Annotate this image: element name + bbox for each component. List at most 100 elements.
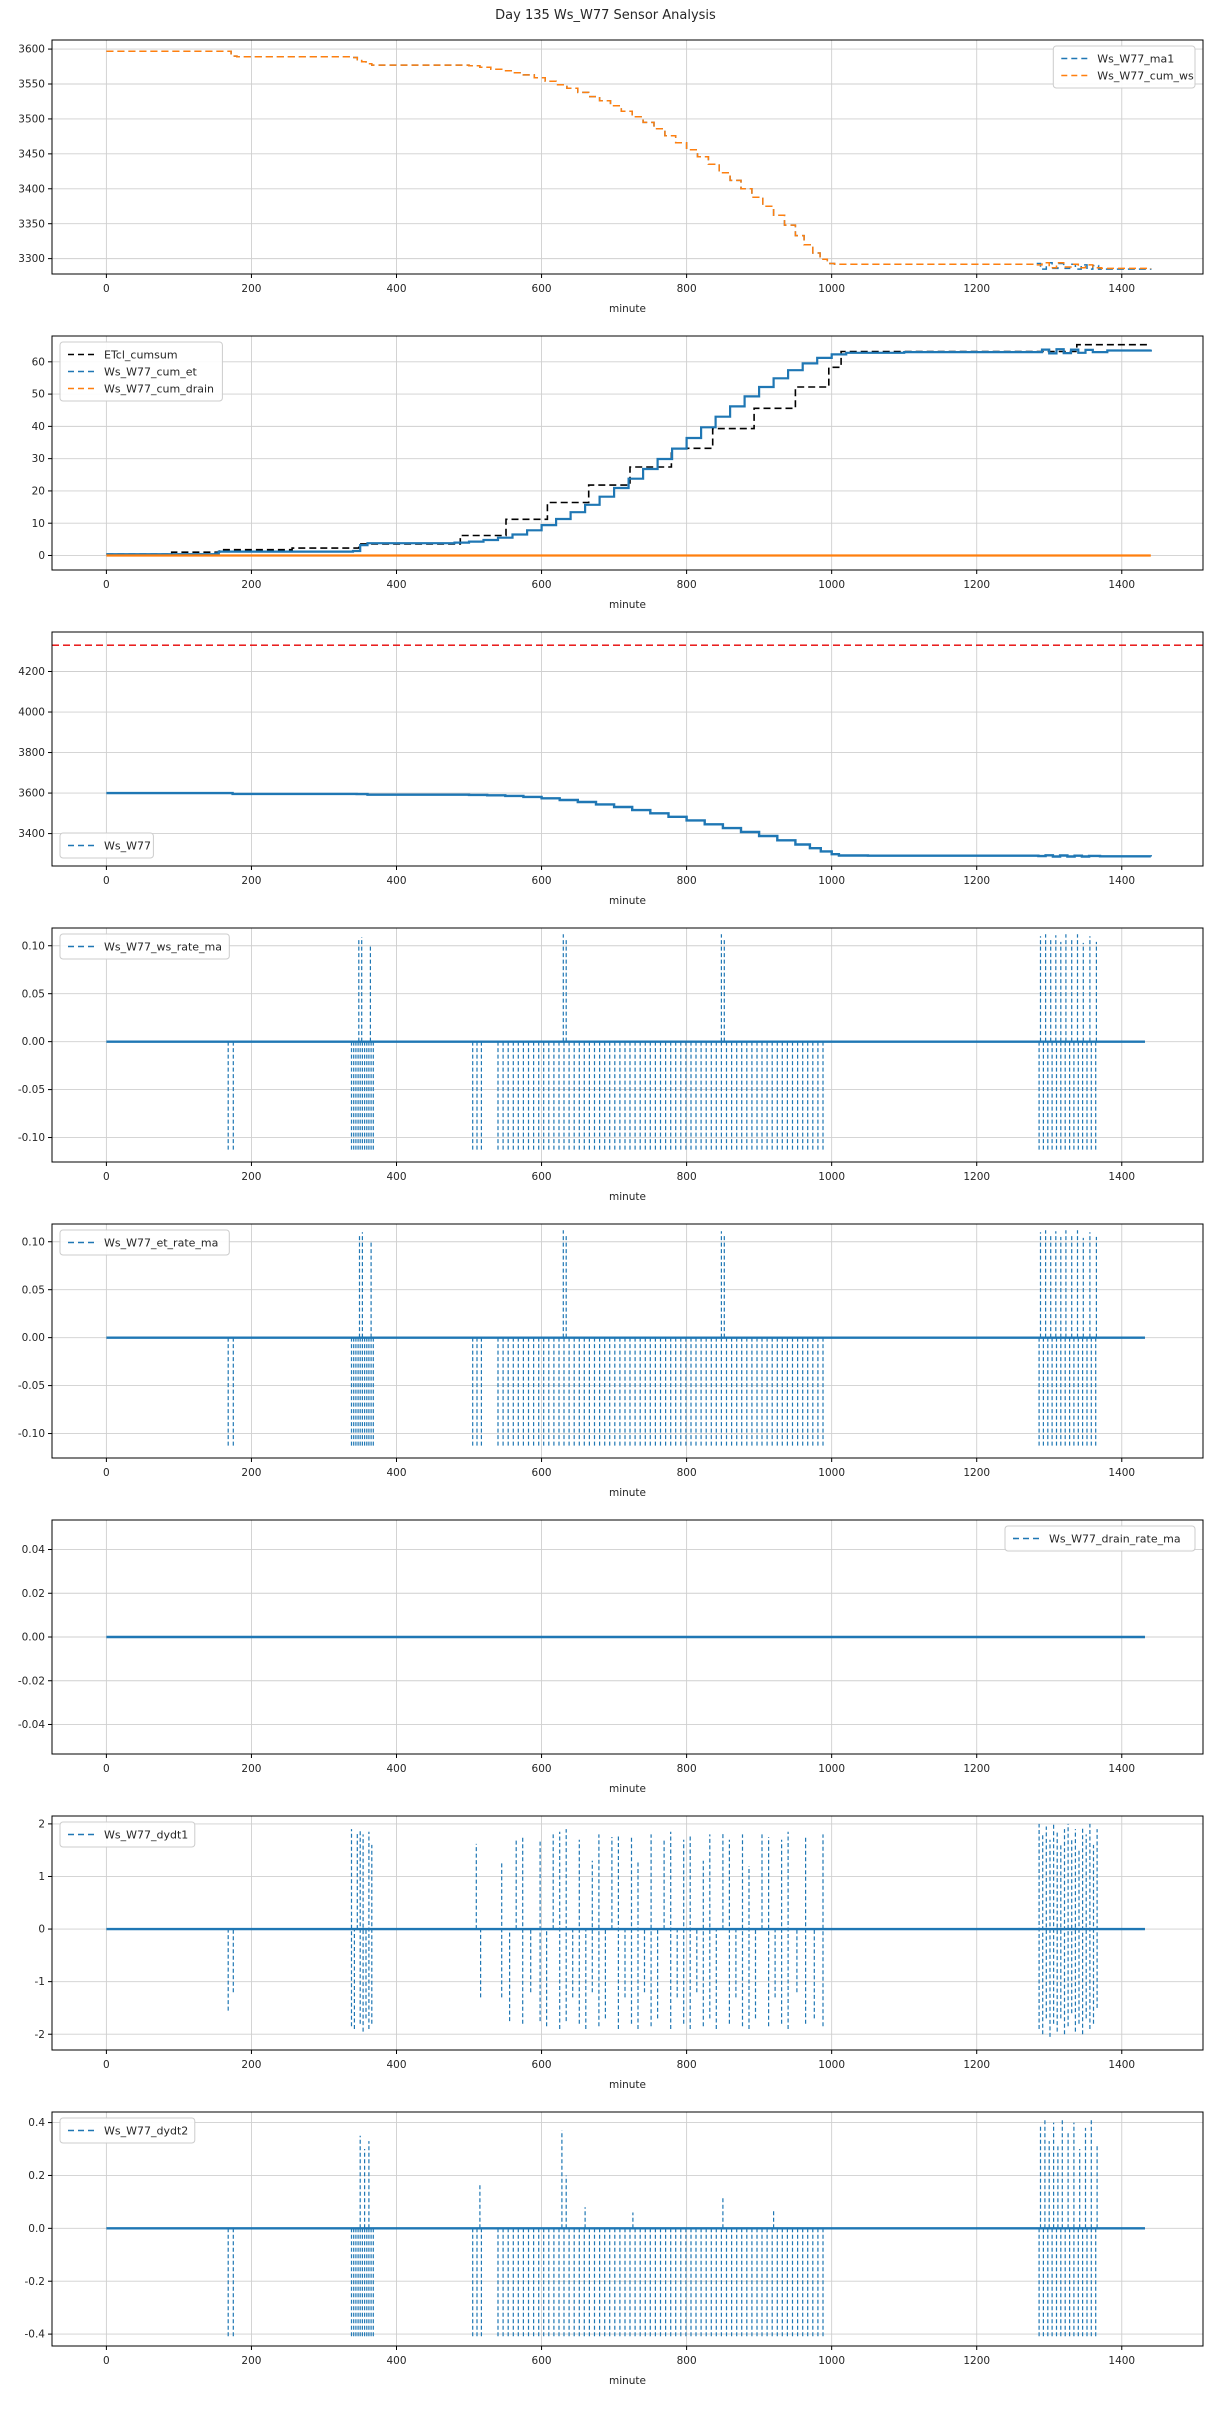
svg-text:600: 600 (532, 2059, 552, 2071)
svg-text:800: 800 (677, 283, 697, 295)
svg-text:600: 600 (532, 1763, 552, 1775)
svg-text:0.05: 0.05 (22, 1284, 45, 1296)
plot-area (51, 2111, 1204, 2347)
grid (52, 632, 1203, 866)
svg-text:1200: 1200 (963, 2059, 990, 2071)
x-axis: 0 200 400 600 800 1000 1200 1400 minute (103, 570, 1135, 611)
svg-text:0.05: 0.05 (22, 988, 45, 1000)
svg-text:1000: 1000 (818, 2059, 845, 2071)
svg-text:1200: 1200 (963, 579, 990, 591)
figure-title: Day 135 Ws_W77 Sensor Analysis (495, 8, 716, 23)
svg-text:-2: -2 (35, 2029, 45, 2041)
x-axis: 0 200 400 600 800 1000 1200 1400 minute (103, 274, 1135, 315)
svg-text:1200: 1200 (963, 1171, 990, 1183)
svg-text:1000: 1000 (818, 1467, 845, 1479)
subplot-cumulative-et-drain: 0 200 400 600 800 1000 1200 1400 minute 0 10 20 30 40… (0, 328, 1211, 624)
svg-text:0: 0 (103, 2059, 110, 2071)
svg-text:600: 600 (532, 2355, 552, 2367)
svg-text:0.10: 0.10 (22, 940, 45, 952)
grid (52, 1816, 1203, 2050)
x-axis-label: minute (609, 1191, 646, 1203)
legend: Ws_W77_dydt1 (59, 1821, 196, 1848)
svg-text:-0.10: -0.10 (18, 1132, 45, 1144)
svg-text:3400: 3400 (18, 828, 45, 840)
svg-text:200: 200 (241, 1171, 261, 1183)
legend: Ws_W77_ma1 Ws_W77_cum_ws (1052, 45, 1196, 89)
svg-text:-0.04: -0.04 (18, 1719, 45, 1731)
svg-text:1000: 1000 (818, 579, 845, 591)
x-axis: 0 200 400 600 800 1000 1200 1400 minute (103, 1754, 1135, 1795)
y-axis: 3400 3600 3800 4000 4200 (18, 666, 52, 840)
svg-text:Ws_W77_ma1: Ws_W77_ma1 (1097, 52, 1174, 65)
svg-text:Ws_W77: Ws_W77 (104, 839, 151, 852)
svg-text:400: 400 (386, 283, 406, 295)
x-axis: 0 200 400 600 800 1000 1200 1400 minute (103, 2050, 1135, 2091)
subplot-first-derivative-svg: 0 200 400 600 800 1000 1200 1400 minute -2 -1 0 1 2 Ws… (35, 1815, 1204, 2091)
svg-text:400: 400 (386, 1171, 406, 1183)
svg-text:20: 20 (32, 486, 45, 498)
grid (52, 1224, 1203, 1458)
legend: Ws_W77_ws_rate_ma (59, 933, 230, 960)
plot-area (51, 631, 1204, 867)
svg-text:Ws_W77_dydt2: Ws_W77_dydt2 (104, 2124, 188, 2137)
svg-text:1200: 1200 (963, 2355, 990, 2367)
svg-text:0: 0 (103, 579, 110, 591)
spike-series (227, 2119, 1098, 2337)
svg-text:600: 600 (532, 1467, 552, 1479)
legend: Ws_W77_drain_rate_ma (1004, 1525, 1196, 1552)
x-axis: 0 200 400 600 800 1000 1200 1400 minute (103, 1458, 1135, 1499)
y-axis: -0.04 -0.02 0.00 0.02 0.04 (18, 1544, 52, 1731)
x-axis: 0 200 400 600 800 1000 1200 1400 minute (103, 866, 1135, 907)
series-Ws_W77_cum_et (106, 348, 1152, 556)
svg-text:1400: 1400 (1108, 2059, 1135, 2071)
grid (52, 336, 1203, 570)
svg-text:200: 200 (241, 875, 261, 887)
plot-area (51, 1223, 1204, 1459)
x-axis: 0 200 400 600 800 1000 1200 1400 minute (103, 1162, 1135, 1203)
series-Ws_W77_cum_ws (106, 50, 1152, 270)
plot-area (51, 927, 1204, 1163)
svg-text:0.04: 0.04 (22, 1544, 46, 1556)
svg-text:3800: 3800 (18, 747, 45, 759)
svg-text:600: 600 (532, 875, 552, 887)
svg-text:400: 400 (386, 579, 406, 591)
svg-text:ETcl_cumsum: ETcl_cumsum (104, 348, 178, 361)
subplot-second-derivative: 0 200 400 600 800 1000 1200 1400 minute -0.4 -0.2 0… (0, 2104, 1211, 2400)
svg-text:40: 40 (32, 421, 45, 433)
svg-text:0.2: 0.2 (28, 2170, 45, 2182)
subplot-evapotranspiration-rate: 0 200 400 600 800 1000 1200 1400 minute -0.10 -0.0… (0, 1216, 1211, 1512)
svg-text:0.00: 0.00 (22, 1332, 45, 1344)
svg-text:60: 60 (32, 356, 45, 368)
svg-text:600: 600 (532, 283, 552, 295)
svg-text:1200: 1200 (963, 875, 990, 887)
subplot-evapotranspiration-rate-svg: 0 200 400 600 800 1000 1200 1400 minute -0.10 -0.0… (18, 1223, 1204, 1499)
svg-text:4000: 4000 (18, 707, 45, 719)
svg-text:1400: 1400 (1108, 283, 1135, 295)
svg-text:-0.10: -0.10 (18, 1428, 45, 1440)
svg-text:Ws_W77_cum_drain: Ws_W77_cum_drain (104, 382, 214, 395)
svg-text:0.02: 0.02 (22, 1588, 45, 1600)
svg-text:-0.05: -0.05 (18, 1084, 45, 1096)
svg-text:0.0: 0.0 (28, 2223, 45, 2235)
spike-series (227, 1230, 1097, 1446)
svg-text:800: 800 (677, 1763, 697, 1775)
svg-text:Ws_W77_cum_ws: Ws_W77_cum_ws (1097, 69, 1194, 82)
svg-text:400: 400 (386, 1467, 406, 1479)
subplot-water-storage-rate: 0 200 400 600 800 1000 1200 1400 minute -0.10 -0.0… (0, 920, 1211, 1216)
svg-text:Ws_W77_et_rate_ma: Ws_W77_et_rate_ma (104, 1236, 218, 1249)
svg-text:1000: 1000 (818, 1763, 845, 1775)
svg-text:-0.2: -0.2 (25, 2276, 46, 2288)
subplot-cumulative-et-drain-svg: 0 200 400 600 800 1000 1200 1400 minute 0 10 20 30 40… (32, 335, 1204, 611)
grid (52, 928, 1203, 1162)
svg-text:200: 200 (241, 579, 261, 591)
svg-text:1400: 1400 (1108, 875, 1135, 887)
svg-text:800: 800 (677, 2355, 697, 2367)
svg-text:1400: 1400 (1108, 1467, 1135, 1479)
svg-text:1400: 1400 (1108, 1171, 1135, 1183)
svg-text:1400: 1400 (1108, 579, 1135, 591)
svg-text:Ws_W77_drain_rate_ma: Ws_W77_drain_rate_ma (1049, 1532, 1181, 1545)
x-axis-label: minute (609, 303, 646, 315)
svg-text:Ws_W77_dydt1: Ws_W77_dydt1 (104, 1828, 188, 1841)
svg-text:1400: 1400 (1108, 1763, 1135, 1775)
svg-text:50: 50 (32, 389, 45, 401)
